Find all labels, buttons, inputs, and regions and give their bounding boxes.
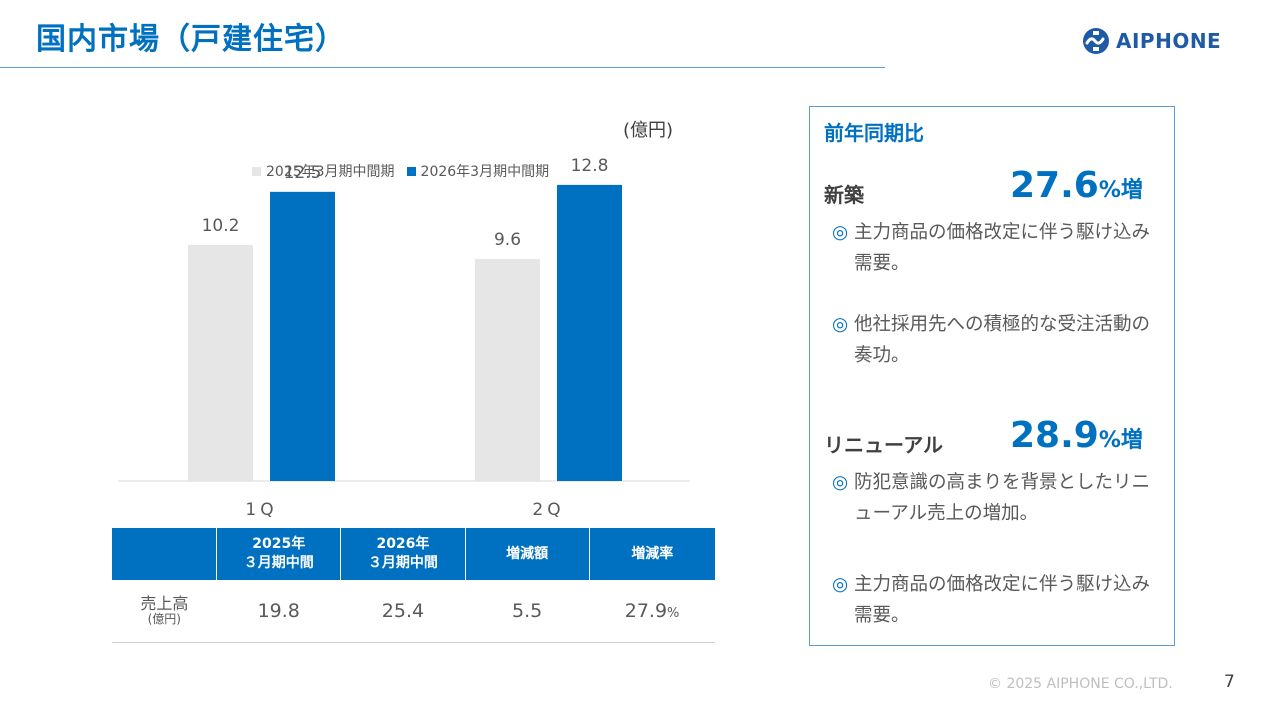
logo-text: AIPHONE	[1116, 29, 1222, 53]
table-header-empty	[112, 528, 218, 580]
bullet-text: 防犯意識の高まりを背景としたリニューアル売上の増加。	[854, 472, 1151, 524]
table-header-2026: 2026年 ３月期中間	[340, 528, 466, 580]
bullet-mark-icon: ◎	[832, 222, 849, 243]
segment-value-renewal-number: 28.9	[1010, 415, 1099, 456]
x-tick-label-1Q: 1Q	[245, 500, 277, 520]
bullet-mark-icon: ◎	[832, 314, 849, 335]
bullet-mark-icon: ◎	[832, 472, 849, 493]
legend-label-2025: 2025年3月期中間期	[266, 164, 395, 180]
legend-item-2026: 2026年3月期中間期	[406, 161, 550, 181]
table-row: 売上高 (億円) 19.8 25.4 5.5 27.9%	[112, 580, 715, 643]
data-label-1Q-series-0: 10.2	[202, 216, 240, 236]
bullet-text: 他社採用先への積極的な受注活動の奏功。	[854, 314, 1151, 366]
legend-item-2025: 2025年3月期中間期	[252, 161, 395, 181]
summary-title: 前年同期比	[824, 121, 924, 145]
bullet-text: 主力商品の価格改定に伴う駆け込み需要。	[854, 222, 1151, 274]
legend-label-2026: 2026年3月期中間期	[420, 164, 550, 180]
chart-legend: 2025年3月期中間期 2026年3月期中間期	[252, 161, 549, 181]
segment-value-new-number: 27.6	[1010, 165, 1099, 206]
segment-label-new: 新築	[824, 183, 864, 207]
cell-rate-suffix: %	[667, 606, 680, 621]
row-label: 売上高 (億円)	[112, 580, 217, 643]
table-header-row: 2025年 ３月期中間 2026年 ３月期中間 増減額 増減率	[112, 528, 715, 580]
segment-value-renewal-suffix: %増	[1098, 428, 1143, 453]
bullet-text: 主力商品の価格改定に伴う駆け込み需要。	[854, 574, 1151, 626]
bullet-mark-icon: ◎	[832, 574, 849, 595]
data-label-1Q-series-1: 12.5	[284, 163, 322, 183]
segment-value-new: 27.6%増	[1010, 165, 1143, 206]
page-number: 7	[1224, 672, 1235, 692]
table-header-change: 増減額	[465, 528, 590, 580]
cell-2025: 19.8	[216, 580, 341, 643]
legend-swatch-2026	[406, 166, 416, 176]
data-label-2Q-series-1: 12.8	[571, 156, 609, 176]
sales-table: 2025年 ３月期中間 2026年 ３月期中間 増減額 増減率 売上高 (億円)…	[112, 528, 715, 643]
bullet-item: ◎ 主力商品の価格改定に伴う駆け込み需要。	[832, 217, 1162, 279]
bar-1Q-series-0	[188, 245, 253, 481]
yoy-summary-box: 前年同期比 新築 27.6%増 ◎ 主力商品の価格改定に伴う駆け込み需要。 ◎ …	[809, 106, 1175, 646]
legend-swatch-2025	[252, 166, 261, 176]
bullet-item: ◎ 他社採用先への積極的な受注活動の奏功。	[832, 309, 1162, 371]
row-label-text: 売上高	[140, 593, 189, 613]
x-tick-label-2Q: 2Q	[532, 500, 564, 520]
segment-value-renewal: 28.9%増	[1010, 415, 1143, 456]
data-label-2Q-series-0: 9.6	[494, 230, 521, 250]
bar-1Q-series-1	[270, 191, 335, 482]
segment-label-renewal: リニューアル	[824, 433, 943, 457]
copyright: © 2025 AIPHONE CO.,LTD.	[988, 676, 1173, 692]
segment-value-new-suffix: %増	[1098, 178, 1143, 203]
aiphone-logo-icon	[1083, 28, 1109, 54]
table-header-2025: 2025年 ３月期中間	[216, 528, 342, 580]
title-divider	[0, 67, 885, 68]
cell-rate: 27.9%	[589, 580, 715, 643]
bullet-item: ◎ 主力商品の価格改定に伴う駆け込み需要。	[832, 569, 1162, 631]
chart-unit-label: (億円)	[623, 120, 674, 141]
cell-change: 5.5	[465, 580, 590, 643]
bar-2Q-series-0	[475, 258, 540, 481]
cell-rate-value: 27.9	[624, 600, 668, 622]
page-title: 国内市場（戸建住宅）	[36, 22, 346, 57]
bar-2Q-series-1	[557, 184, 622, 482]
bullet-item: ◎ 防犯意識の高まりを背景としたリニューアル売上の増加。	[832, 467, 1162, 529]
cell-2026: 25.4	[340, 580, 466, 643]
bar-chart: 10.2 12.5 1Q 9.6 12.8 2Q	[118, 156, 690, 520]
table-header-rate: 増減率	[589, 528, 715, 580]
row-unit: (億円)	[147, 612, 181, 627]
company-logo: AIPHONE	[1082, 26, 1221, 56]
